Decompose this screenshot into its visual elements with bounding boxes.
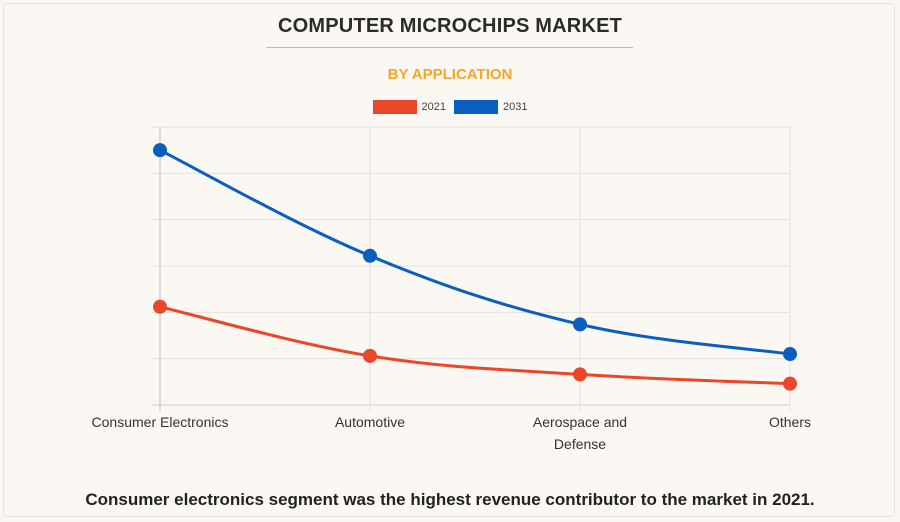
chart-caption: Consumer electronics segment was the hig… xyxy=(85,490,815,509)
legend-item-2021[interactable]: 2021 xyxy=(372,100,446,114)
title-underline xyxy=(266,47,633,48)
chart-title: COMPUTER MICROCHIPS MARKET xyxy=(277,15,623,37)
chart-card xyxy=(3,3,895,517)
legend-label-2021: 2021 xyxy=(421,101,446,113)
x-tick-label: Others xyxy=(769,414,811,430)
legend-item-2031[interactable]: 2031 xyxy=(454,100,527,114)
series-line-2021 xyxy=(159,305,791,386)
legend-swatch-2031 xyxy=(454,100,498,114)
data-point-2031-3 xyxy=(783,347,797,362)
series-line-2031 xyxy=(159,148,791,356)
x-tick-label: Consumer Electronics xyxy=(92,414,229,430)
legend-label-2031: 2031 xyxy=(503,101,528,113)
x-tick-label: Aerospace and Defense xyxy=(533,414,627,452)
data-point-2031-1 xyxy=(363,248,377,263)
legend: 2021 2031 xyxy=(0,100,900,114)
data-point-2031-0 xyxy=(153,143,167,158)
chart-subtitle: BY APPLICATION xyxy=(387,66,513,83)
data-point-2021-2 xyxy=(573,367,587,382)
legend-swatch-2021 xyxy=(372,100,417,114)
data-point-2021-3 xyxy=(783,376,797,391)
data-point-2021-0 xyxy=(153,299,167,314)
data-point-2031-2 xyxy=(573,317,587,332)
data-point-2021-1 xyxy=(363,348,377,363)
x-tick-label: Automotive xyxy=(335,414,405,430)
